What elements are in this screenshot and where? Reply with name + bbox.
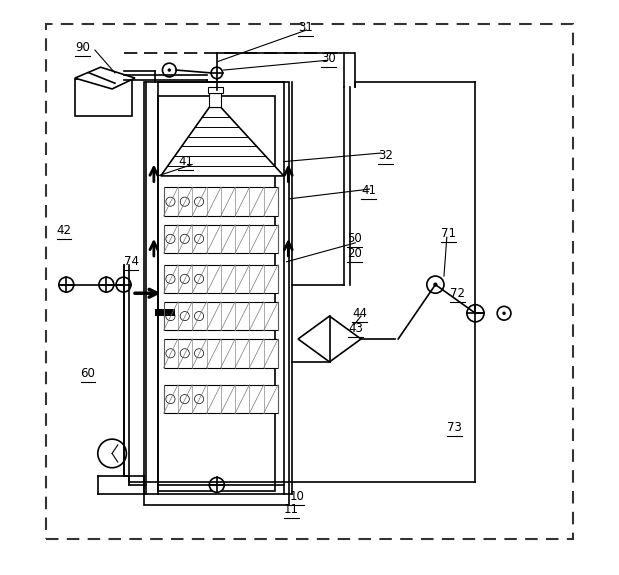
Circle shape: [180, 394, 189, 404]
Circle shape: [194, 348, 204, 358]
Text: 41: 41: [361, 184, 376, 197]
Text: 11: 11: [284, 503, 299, 516]
Circle shape: [166, 394, 175, 404]
Circle shape: [497, 306, 511, 320]
Text: 43: 43: [348, 322, 363, 335]
Text: 50: 50: [347, 232, 361, 246]
Circle shape: [194, 234, 204, 243]
Polygon shape: [298, 316, 361, 362]
Polygon shape: [75, 67, 135, 89]
Circle shape: [194, 394, 204, 404]
Text: 74: 74: [124, 255, 139, 269]
Circle shape: [427, 276, 444, 293]
Circle shape: [211, 67, 222, 79]
Circle shape: [180, 312, 189, 321]
Bar: [144, 82, 290, 505]
Bar: [163, 385, 278, 413]
Circle shape: [503, 312, 506, 315]
Text: 60: 60: [80, 367, 95, 380]
Circle shape: [180, 274, 189, 283]
Circle shape: [180, 348, 189, 358]
Circle shape: [166, 348, 175, 358]
Circle shape: [116, 277, 131, 292]
Circle shape: [166, 234, 175, 243]
Bar: [155, 309, 175, 316]
Bar: [163, 187, 278, 216]
Text: 90: 90: [75, 41, 90, 53]
Circle shape: [168, 68, 171, 72]
Bar: [75, 79, 132, 116]
Bar: [163, 339, 278, 367]
Circle shape: [194, 197, 204, 206]
Circle shape: [467, 305, 484, 322]
Text: 32: 32: [378, 150, 393, 162]
Circle shape: [433, 282, 438, 287]
Circle shape: [180, 234, 189, 243]
Text: 41: 41: [178, 155, 193, 168]
Text: 44: 44: [352, 306, 368, 320]
Text: 10: 10: [290, 490, 305, 503]
Circle shape: [209, 477, 224, 492]
Circle shape: [59, 277, 74, 292]
Text: 42: 42: [56, 224, 72, 237]
Bar: [163, 264, 278, 293]
Bar: [209, 93, 221, 108]
Polygon shape: [161, 108, 284, 176]
Circle shape: [166, 274, 175, 283]
Circle shape: [194, 274, 204, 283]
Circle shape: [98, 439, 126, 467]
Text: 71: 71: [441, 227, 456, 240]
Circle shape: [166, 197, 175, 206]
Circle shape: [99, 277, 114, 292]
Text: 72: 72: [449, 287, 465, 300]
Circle shape: [180, 197, 189, 206]
Text: 73: 73: [447, 421, 462, 434]
Bar: [163, 225, 278, 253]
Bar: [158, 96, 275, 490]
Text: 30: 30: [321, 52, 335, 65]
Circle shape: [194, 312, 204, 321]
Circle shape: [166, 312, 175, 321]
Circle shape: [162, 63, 176, 77]
Text: 20: 20: [347, 247, 361, 260]
Bar: [207, 87, 222, 93]
Text: 31: 31: [298, 21, 313, 34]
Bar: [163, 302, 278, 331]
